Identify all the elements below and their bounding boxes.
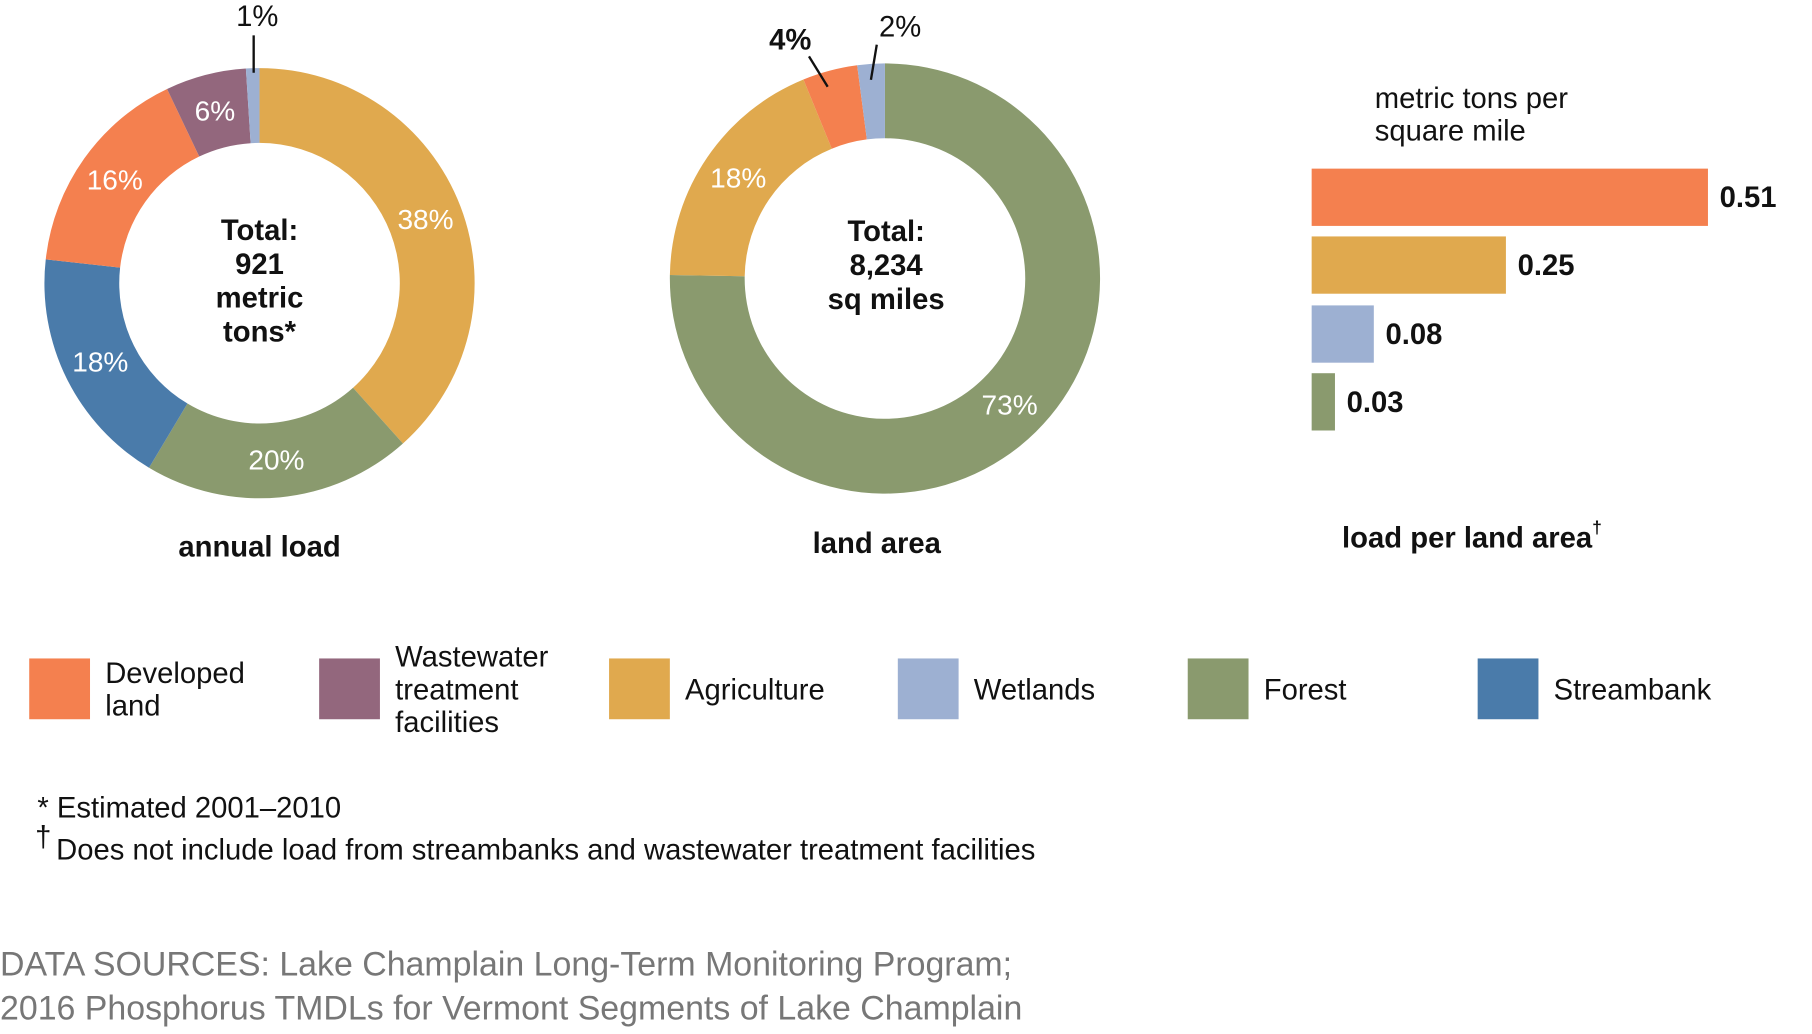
legend-label-agriculture: Agriculture	[685, 674, 825, 706]
label-wetlands-area: 2%	[879, 12, 921, 44]
slice-label-forest: 20%	[248, 444, 304, 475]
bar-forest	[1311, 373, 1335, 431]
legend-label-wastewater: treatment	[395, 674, 518, 706]
bar-value-forest: 0.03	[1347, 387, 1404, 419]
bar-value-developed: 0.51	[1720, 182, 1777, 214]
slice-forest	[669, 63, 1101, 494]
legend-swatch-streambank	[1477, 658, 1539, 720]
land-area-title: land area	[813, 528, 942, 560]
data-sources-line1: DATA SOURCES: Lake Champlain Long-Term M…	[0, 945, 1012, 983]
footnote-exclusion: Does not include load from streambanks a…	[56, 835, 1035, 867]
annual-load-total-line3: metric	[216, 283, 304, 315]
annual-load-total-line1: Total:	[221, 215, 298, 247]
legend-swatch-wastewater	[319, 658, 380, 720]
bar-chart-title: load per land area†	[1342, 517, 1602, 554]
slice-label-agriculture: 38%	[397, 204, 453, 235]
slice-wastewater	[167, 68, 251, 157]
legend-swatch-forest	[1187, 658, 1249, 720]
label-wetlands-load: 1%	[236, 1, 278, 33]
data-sources-line2: 2016 Phosphorus TMDLs for Vermont Segmen…	[0, 990, 1022, 1028]
leader-line-4pct	[807, 55, 829, 88]
legend-label-wetlands: Wetlands	[974, 674, 1095, 706]
label-developed-area: 4%	[769, 24, 811, 56]
legend-item-streambank: Streambank	[1477, 658, 1712, 720]
bar-wetlands	[1311, 305, 1374, 363]
bar-unit-line2: square mile	[1375, 116, 1526, 148]
slice-agriculture	[669, 79, 832, 277]
bar-group: 0.51 0.25 0.08 0.03	[1311, 168, 1777, 431]
footnote-estimated: * Estimated 2001–2010	[37, 792, 341, 824]
bar-value-wetlands: 0.08	[1386, 319, 1443, 351]
legend-label-forest: Forest	[1264, 674, 1347, 706]
legend-label-streambank: Streambank	[1554, 674, 1712, 706]
slice-label-developed: 16%	[87, 164, 143, 195]
bar-value-agriculture: 0.25	[1518, 250, 1575, 282]
bar-unit-line1: metric tons per	[1375, 83, 1569, 115]
slice-agriculture	[259, 68, 475, 444]
slice-wetlands	[857, 63, 885, 140]
slice-label-wastewater: 6%	[195, 96, 236, 127]
slice-label-forest: 73%	[982, 390, 1038, 421]
bar-developed	[1311, 168, 1708, 226]
land-area-total-line1: Total:	[847, 216, 924, 248]
annual-load-donut: 38% 20% 18% 16% 6%	[44, 68, 475, 499]
legend-label-wastewater: facilities	[395, 707, 499, 739]
legend-item-forest: Forest	[1187, 658, 1347, 720]
land-area-donut: 73% 18%	[669, 63, 1101, 494]
slice-wetlands	[245, 68, 260, 144]
bar-agriculture	[1311, 236, 1506, 294]
footnote-dagger: †	[35, 822, 51, 854]
annual-load-total-line4: tons*	[223, 317, 297, 349]
legend-swatch-wetlands	[897, 658, 959, 720]
legend-label-developed: land	[105, 691, 160, 723]
legend-item-wetlands: Wetlands	[897, 658, 1095, 720]
annual-load-total-line2: 921	[235, 249, 284, 281]
legend-item-agriculture: Agriculture	[609, 658, 825, 720]
legend-swatch-developed	[29, 658, 91, 720]
slice-developed	[803, 65, 867, 149]
slice-label-streambank: 18%	[72, 346, 128, 377]
annual-load-title: annual load	[178, 532, 340, 564]
legend-label-developed: Developed	[105, 658, 245, 690]
slice-label-agriculture: 18%	[710, 163, 766, 194]
leader-line-2pct	[869, 44, 878, 80]
legend-swatch-agriculture	[609, 658, 670, 720]
slice-streambank	[44, 259, 188, 468]
land-area-total-line3: sq miles	[828, 284, 945, 316]
slice-developed	[45, 88, 200, 268]
slice-forest	[149, 387, 403, 499]
land-area-total-line2: 8,234	[850, 250, 924, 282]
legend-label-wastewater: Wastewater	[395, 642, 548, 674]
